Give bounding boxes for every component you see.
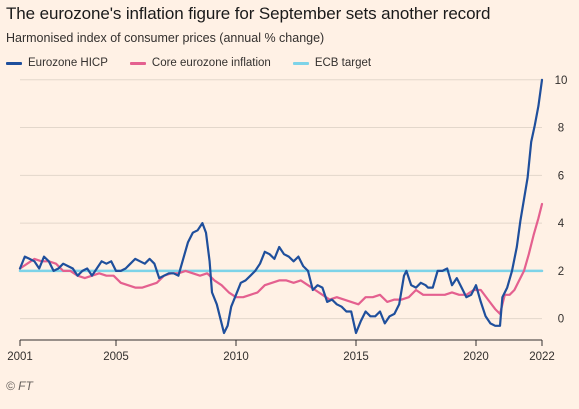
chart-subtitle: Harmonised index of consumer prices (ann…	[6, 31, 325, 45]
x-tick-label-2020: 2020	[463, 351, 489, 363]
x-tick-label-2022: 2022	[529, 351, 555, 363]
legend-swatch-target	[292, 61, 309, 65]
series-line-hicp	[18, 78, 544, 335]
legend-swatch-hicp	[6, 61, 22, 65]
y-tick-label-6: 6	[558, 170, 564, 182]
y-tick-label-2: 2	[558, 266, 564, 278]
legend-swatch-core	[129, 61, 146, 65]
y-tick-label-8: 8	[558, 123, 564, 135]
x-tick-label-2015: 2015	[343, 351, 369, 363]
x-tick-label-2005: 2005	[103, 351, 129, 363]
legend-label-target: ECB target	[314, 57, 372, 69]
legend-item-hicp: Eurozone HICP	[6, 57, 108, 69]
chart-title: The eurozone's inflation figure for Sept…	[6, 4, 491, 23]
source-credit: © FT	[6, 379, 33, 393]
legend-label-core: Core eurozone inflation	[151, 57, 271, 69]
legend-label-hicp: Eurozone HICP	[28, 57, 108, 69]
legend-item-target: ECB target	[292, 57, 372, 69]
x-tick-label-2010: 2010	[223, 351, 249, 363]
x-tick-label-2001: 2001	[7, 351, 33, 363]
legend-item-core: Core eurozone inflation	[129, 57, 271, 69]
chart-legend: Eurozone HICP Core eurozone inflation EC…	[6, 55, 393, 71]
series-line-core	[18, 202, 544, 315]
y-tick-label-0: 0	[558, 314, 564, 326]
y-tick-label-4: 4	[558, 218, 565, 230]
y-tick-label-10: 10	[555, 75, 568, 87]
